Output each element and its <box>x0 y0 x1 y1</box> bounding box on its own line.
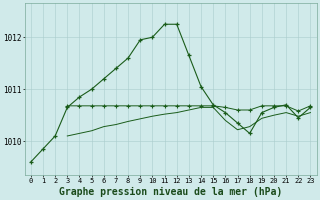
X-axis label: Graphe pression niveau de la mer (hPa): Graphe pression niveau de la mer (hPa) <box>59 186 282 197</box>
